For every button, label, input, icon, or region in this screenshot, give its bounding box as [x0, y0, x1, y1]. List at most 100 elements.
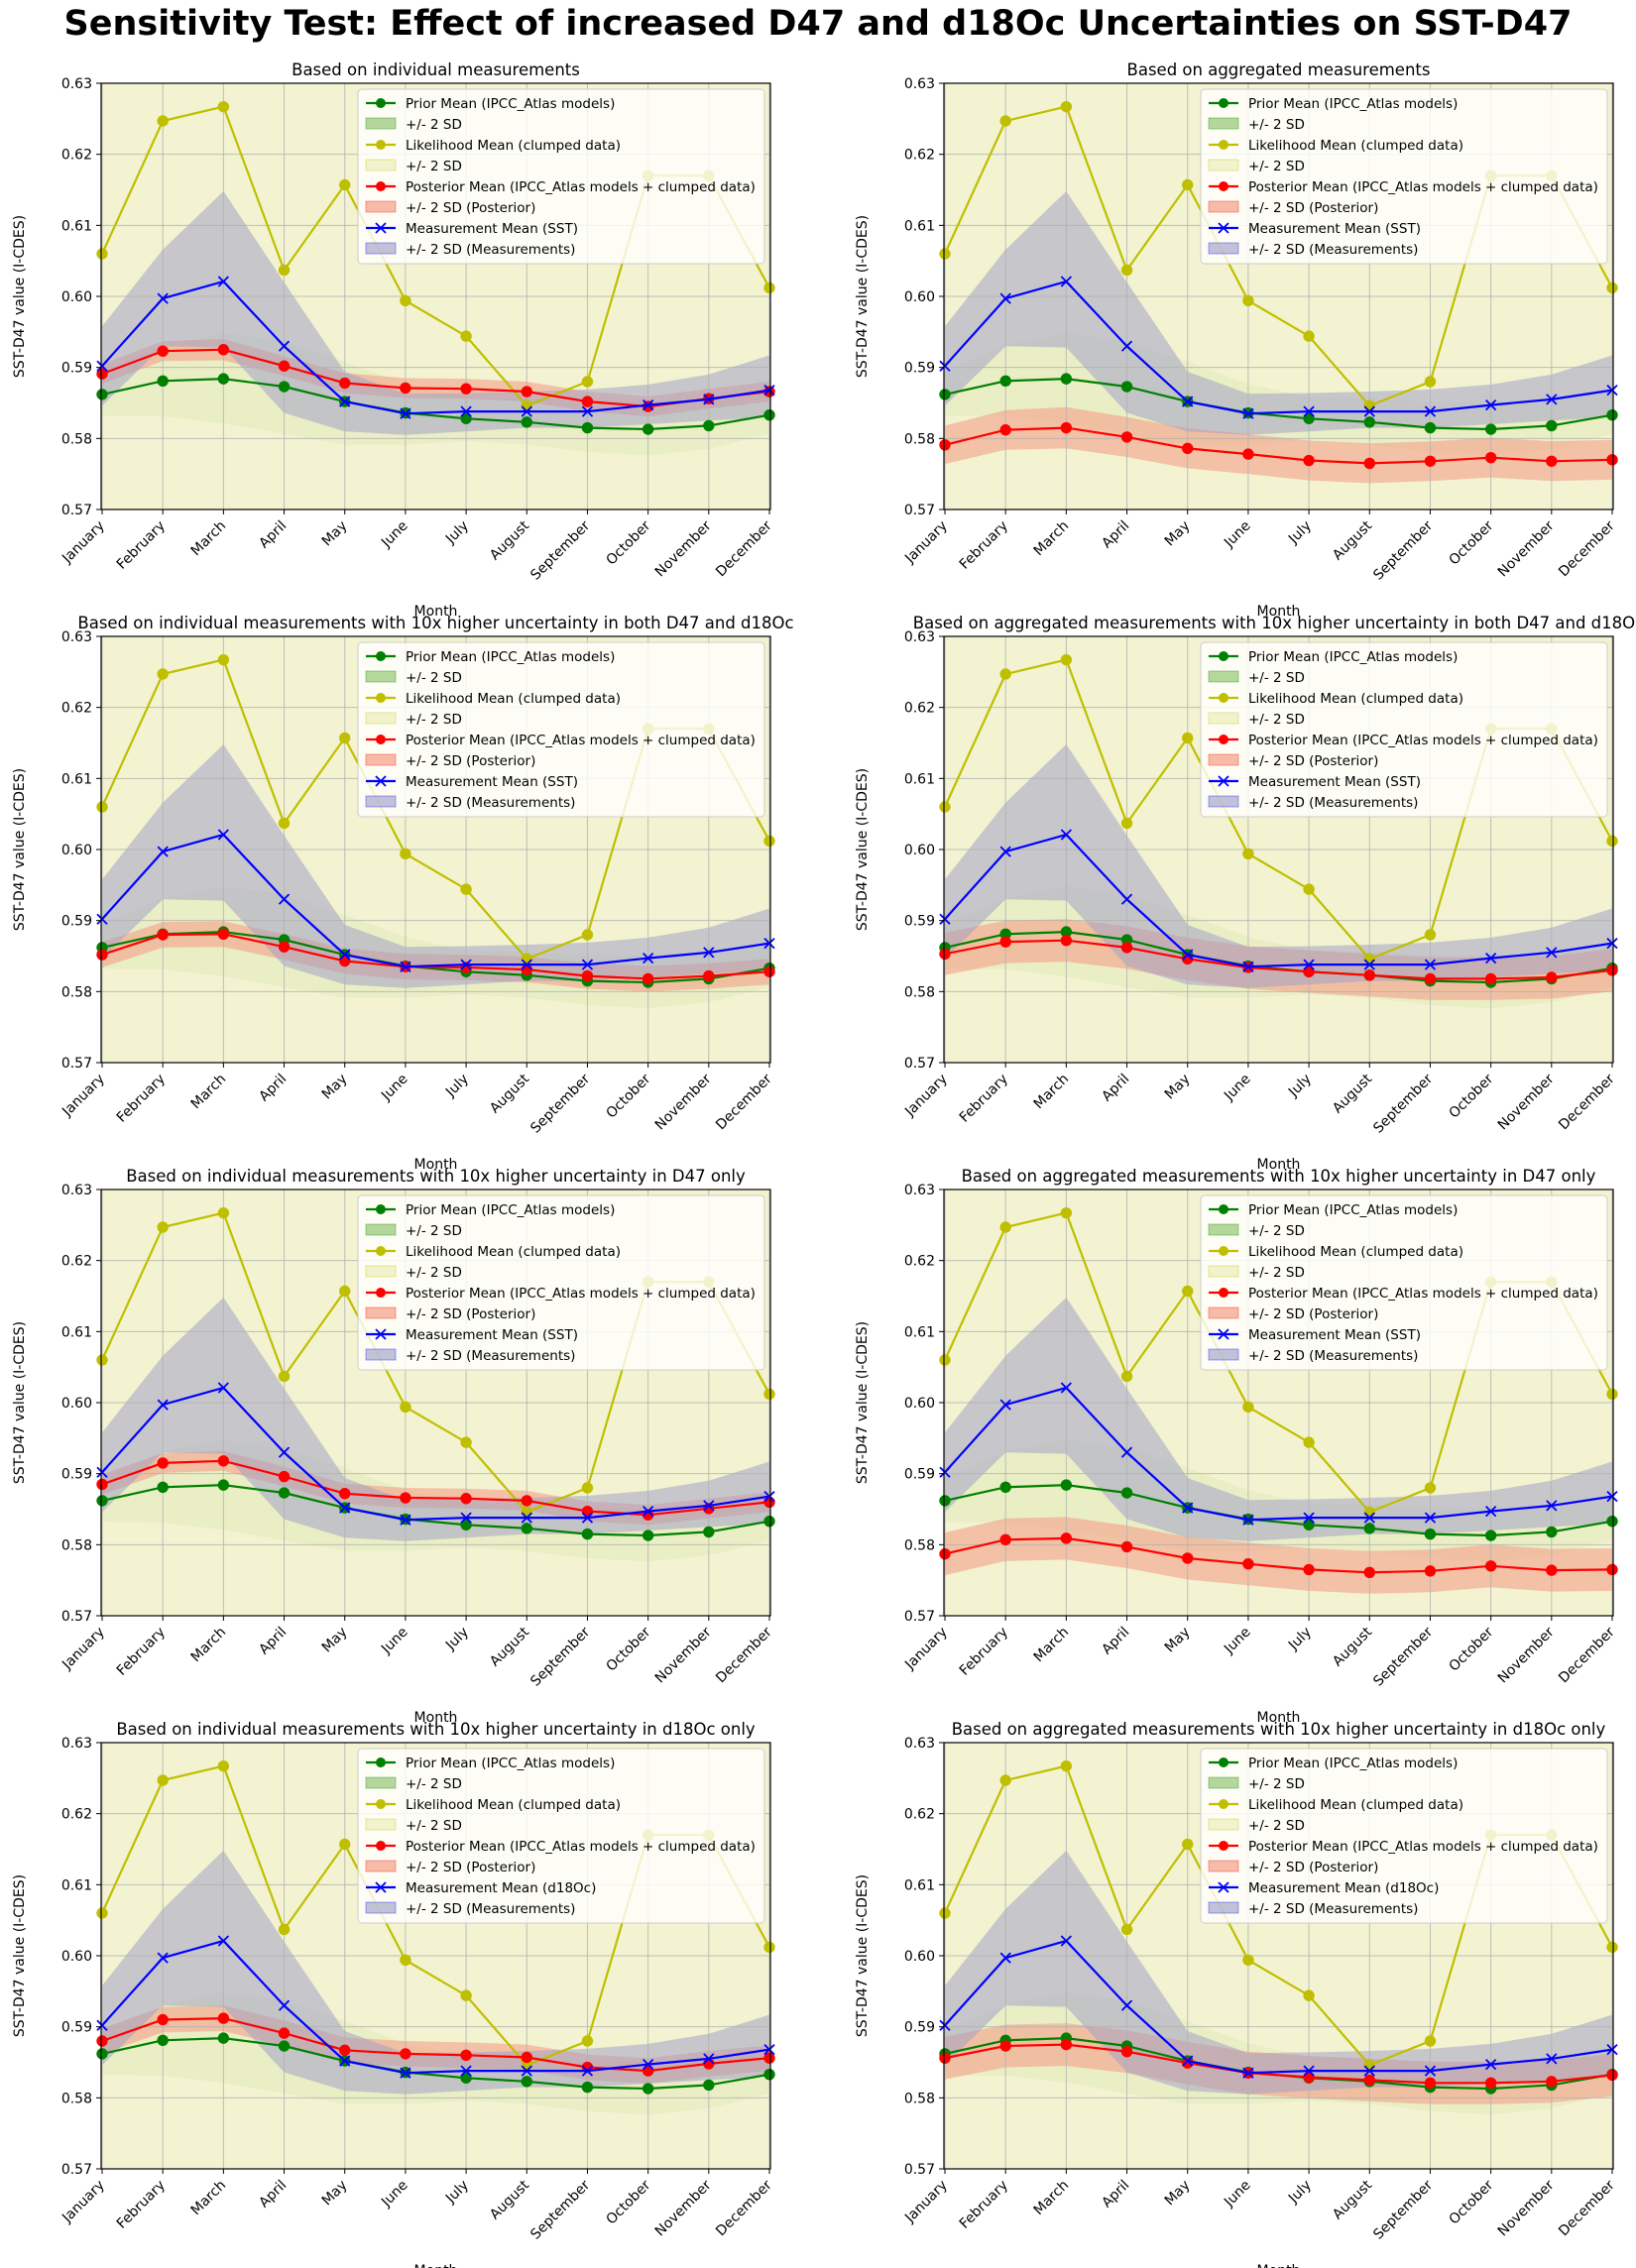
x-tick-label: September: [527, 1624, 593, 1689]
x-tick-label: May: [319, 1072, 351, 1103]
y-tick-label: 0.63: [904, 1736, 935, 1752]
prior-point: [703, 419, 715, 432]
x-tick-label: April: [256, 518, 290, 552]
likelihood-point: [999, 1774, 1011, 1786]
x-tick-label: October: [604, 517, 654, 568]
measurement-point: [999, 846, 1011, 857]
measurement-point: [1424, 1512, 1437, 1524]
likelihood-point: [1303, 330, 1315, 342]
prior-legend-patch: [365, 670, 397, 683]
likelihood-point: [1363, 1506, 1375, 1519]
x-tick-label: September: [527, 2177, 593, 2242]
posterior-point: [763, 1496, 775, 1509]
likelihood-point: [400, 1401, 411, 1414]
likelihood-legend-marker: [1219, 140, 1228, 150]
prior-point: [642, 423, 654, 435]
measurement-line: [101, 833, 770, 968]
measurement-point: [642, 1506, 654, 1518]
legend-label: Measurement Mean (SST): [406, 774, 578, 790]
posterior-point: [1546, 2076, 1558, 2088]
posterior-point: [460, 1493, 472, 1505]
posterior-point: [1484, 451, 1497, 464]
y-tick-label: 0.62: [904, 1807, 935, 1823]
x-axis-label: Month: [1257, 604, 1301, 620]
likelihood-point: [460, 330, 472, 342]
legend-label: +/- 2 SD (Measurements): [406, 242, 575, 258]
x-axis-label: Month: [414, 2263, 458, 2268]
posterior-point: [1424, 2077, 1437, 2089]
prior-line: [101, 1483, 770, 1537]
measurement-point: [157, 292, 169, 304]
x-axis-label: Month: [414, 1157, 458, 1173]
likelihood-point: [939, 248, 951, 260]
posterior-point: [521, 964, 532, 975]
legend-label: +/- 2 SD (Posterior): [1248, 200, 1378, 216]
legend-label: Likelihood Mean (clumped data): [1248, 138, 1463, 154]
likelihood-point: [278, 264, 291, 277]
x-tick-label: February: [114, 2178, 169, 2232]
chart-title: Based on individual measurements with 10…: [116, 1720, 756, 1739]
measurement-point: [1182, 1502, 1194, 1514]
likelihood-point: [400, 294, 411, 306]
prior-point: [939, 1495, 951, 1507]
x-tick-label: March: [188, 1072, 229, 1112]
y-tick-label: 0.63: [61, 76, 92, 92]
likelihood-point: [96, 801, 108, 813]
x-tick-label: January: [58, 1072, 108, 1121]
measurement-point: [400, 2067, 411, 2079]
legend-label: +/- 2 SD (Measurements): [406, 795, 575, 811]
measurement-point: [96, 1466, 108, 1478]
measurement-point: [339, 949, 351, 961]
posterior-line: [101, 2016, 770, 2073]
likelihood-point: [339, 178, 351, 191]
measurement-line: [944, 1939, 1613, 2075]
legend-box: [357, 88, 765, 265]
posterior-point: [278, 2027, 291, 2039]
x-tick-label: January: [58, 1625, 108, 1674]
x-tick-label: August: [487, 517, 532, 563]
y-tick-label: 0.60: [904, 1396, 935, 1412]
prior-legend-marker: [1219, 1758, 1228, 1767]
measurement-point: [400, 407, 411, 419]
x-tick-label: December: [1556, 2177, 1618, 2239]
prior-point: [278, 1487, 291, 1499]
posterior-point: [1120, 942, 1133, 954]
posterior-point: [1424, 1565, 1437, 1577]
y-tick-label: 0.57: [61, 2162, 92, 2178]
measurement-point: [217, 1935, 230, 1947]
prior-legend-patch: [365, 117, 397, 130]
y-tick-label: 0.61: [61, 218, 92, 234]
y-tick-label: 0.63: [61, 1736, 92, 1752]
likelihood-point: [1120, 1923, 1133, 1936]
measurement-band: [945, 743, 1612, 988]
legend-label: +/- 2 SD (Posterior): [1248, 1306, 1378, 1322]
prior-point: [1424, 1528, 1437, 1540]
x-tick-label: April: [256, 2178, 290, 2211]
likelihood-point: [1242, 1401, 1254, 1414]
likelihood-point: [1182, 1285, 1194, 1298]
likelihood-point: [1606, 835, 1618, 848]
y-tick-label: 0.57: [904, 2162, 935, 2178]
measurement-point: [1060, 276, 1072, 287]
likelihood-point: [1120, 817, 1133, 830]
likelihood-point: [96, 1354, 108, 1366]
prior-point: [217, 1479, 230, 1491]
x-tick-label: December: [713, 1624, 775, 1686]
y-tick-label: 0.60: [904, 289, 935, 305]
posterior-point: [278, 360, 291, 372]
measurement-point: [217, 276, 230, 287]
measurement-point: [460, 405, 472, 417]
y-axis-label: SST-D47 value (I-CDES): [855, 215, 871, 378]
posterior-point: [999, 936, 1011, 948]
measurement-point: [1424, 2065, 1437, 2077]
likelihood-legend-patch: [1208, 712, 1239, 725]
x-tick-label: February: [957, 1625, 1011, 1679]
likelihood-point: [1182, 178, 1194, 191]
legend-label: Prior Mean (IPCC_Atlas models): [1248, 1756, 1458, 1771]
legend-label: +/- 2 SD: [406, 1818, 462, 1834]
measurement-line: [944, 1386, 1613, 1522]
posterior-legend-patch: [365, 753, 397, 766]
likelihood-point: [939, 1907, 951, 1919]
measurement-point: [521, 2065, 532, 2077]
measurement-point: [1120, 1446, 1133, 1458]
